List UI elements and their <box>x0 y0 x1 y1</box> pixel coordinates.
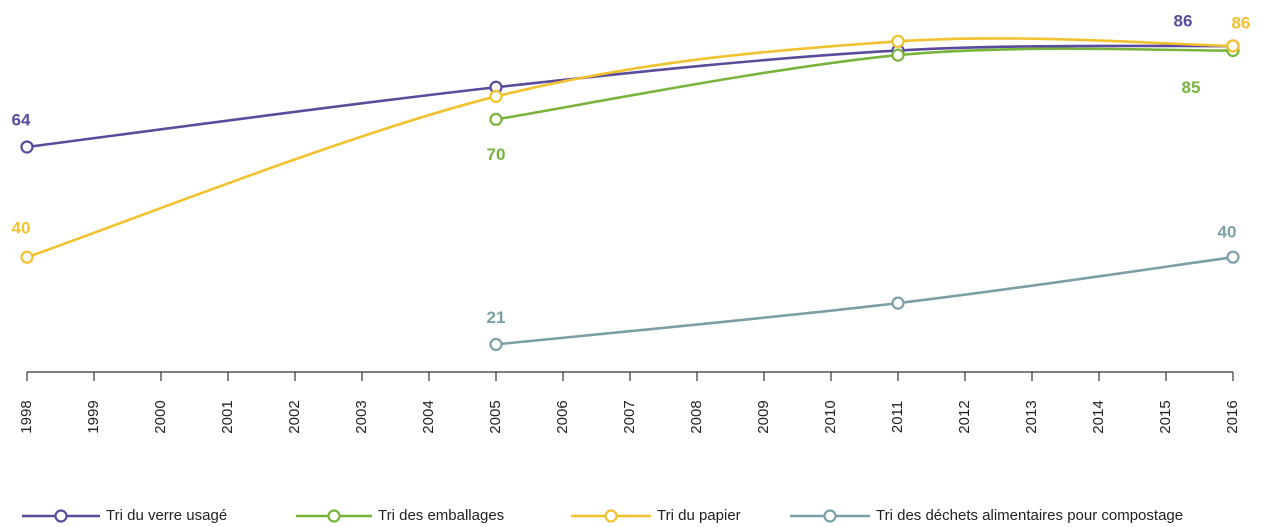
legend-label: Tri des emballages <box>378 507 504 524</box>
x-tick-label: 2012 <box>956 400 973 433</box>
x-tick-label: 2007 <box>621 400 638 433</box>
data-point <box>489 112 503 127</box>
data-point <box>891 296 905 310</box>
value-label: 40 <box>12 219 31 238</box>
series-line <box>495 47 1234 121</box>
x-tick-label: 2013 <box>1023 400 1040 433</box>
x-tick-label: 2003 <box>353 400 370 433</box>
legend-label: Tri des déchets alimentaires pour compos… <box>876 507 1183 524</box>
data-point <box>891 48 905 62</box>
x-tick-label: 2015 <box>1157 400 1174 433</box>
data-point <box>20 250 34 264</box>
series-line <box>26 37 1234 259</box>
x-tick-label: 2005 <box>487 400 504 433</box>
value-label: 40 <box>1218 223 1237 242</box>
value-label: 86 <box>1174 11 1193 30</box>
x-tick-label: 2014 <box>1090 400 1107 433</box>
value-label: 64 <box>12 110 31 129</box>
x-tick-label: 2004 <box>420 400 437 433</box>
data-point <box>1226 39 1240 53</box>
data-point <box>489 89 503 104</box>
x-tick-label: 2000 <box>152 400 169 433</box>
x-tick-label: 2010 <box>822 400 839 433</box>
series-line <box>26 44 1234 149</box>
legend-label: Tri du verre usagé <box>106 507 227 524</box>
legend-marker <box>54 509 68 523</box>
x-tick-label: 2009 <box>755 400 772 433</box>
data-point <box>1226 250 1240 264</box>
x-tick-label: 2016 <box>1224 400 1241 433</box>
value-label: 86 <box>1232 13 1251 32</box>
series-line <box>495 255 1234 346</box>
value-label: 70 <box>487 145 506 164</box>
x-tick-label: 2011 <box>889 401 906 433</box>
data-point <box>489 337 503 352</box>
value-label: 21 <box>487 308 506 327</box>
x-tick-label: 2002 <box>286 400 303 433</box>
x-tick-label: 2008 <box>688 400 705 433</box>
x-tick-label: 1998 <box>18 400 35 433</box>
legend-marker <box>327 509 341 523</box>
x-tick-label: 2006 <box>554 400 571 433</box>
legend-marker <box>823 509 837 523</box>
legend-marker <box>604 509 618 523</box>
value-label: 85 <box>1182 78 1201 97</box>
x-tick-label: 2001 <box>219 400 236 433</box>
legend-label: Tri du papier <box>657 507 741 524</box>
data-point <box>20 140 34 154</box>
x-tick-label: 1999 <box>85 400 102 433</box>
data-point <box>891 34 905 48</box>
